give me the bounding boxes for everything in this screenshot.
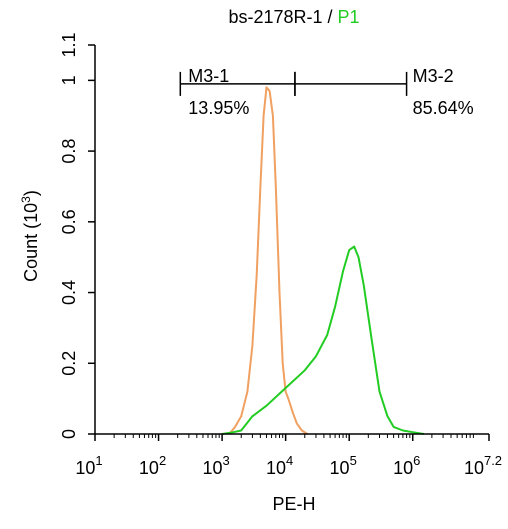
title-accent: P1 [338, 7, 360, 27]
x-tick-label-1: 102 [139, 453, 166, 478]
gate-name-1: M3-1 [188, 66, 229, 86]
y-tick-label-4: 0.8 [59, 139, 79, 164]
x-tick-label-5: 106 [393, 453, 420, 478]
tick-layer: 0 0.2 0.4 0.6 0.8 1 1.1 101 102 103 104 105 106 107.2 [59, 32, 502, 478]
y-tick-label-5: 1 [59, 75, 79, 85]
series-layer [221, 86, 425, 435]
y-tick-label-2: 0.4 [59, 280, 79, 305]
gate-percent-1: 13.95% [188, 98, 249, 118]
series-line-2 [221, 245, 425, 435]
x-tick-label-0: 101 [75, 453, 102, 478]
x-tick-label-6: 107.2 [464, 453, 502, 478]
x-axis-label: PE-H [272, 494, 315, 514]
series-line-1 [228, 86, 308, 435]
plot-background [95, 45, 489, 434]
y-tick-label-3: 0.6 [59, 209, 79, 234]
axes-layer [94, 45, 489, 435]
plot-area [95, 45, 489, 434]
y-tick-label-0: 0 [59, 429, 79, 439]
y-axis-label: Count (103) [19, 190, 41, 282]
gate-layer: M3-1 13.95% M3-2 85.64% [179, 66, 474, 118]
title-main: bs-2178R-1 / [228, 7, 337, 27]
y-tick-label-1: 0.2 [59, 351, 79, 376]
x-tick-label-3: 104 [266, 453, 293, 478]
chart-title: bs-2178R-1 / P1 [228, 7, 359, 27]
gate-name-2: M3-2 [413, 66, 454, 86]
gate-percent-2: 85.64% [413, 98, 474, 118]
x-tick-label-2: 103 [202, 453, 229, 478]
y-axis-label-exp: 3 [19, 196, 33, 203]
x-tick-label-4: 105 [330, 453, 357, 478]
y-tick-label-6: 1.1 [59, 32, 79, 57]
